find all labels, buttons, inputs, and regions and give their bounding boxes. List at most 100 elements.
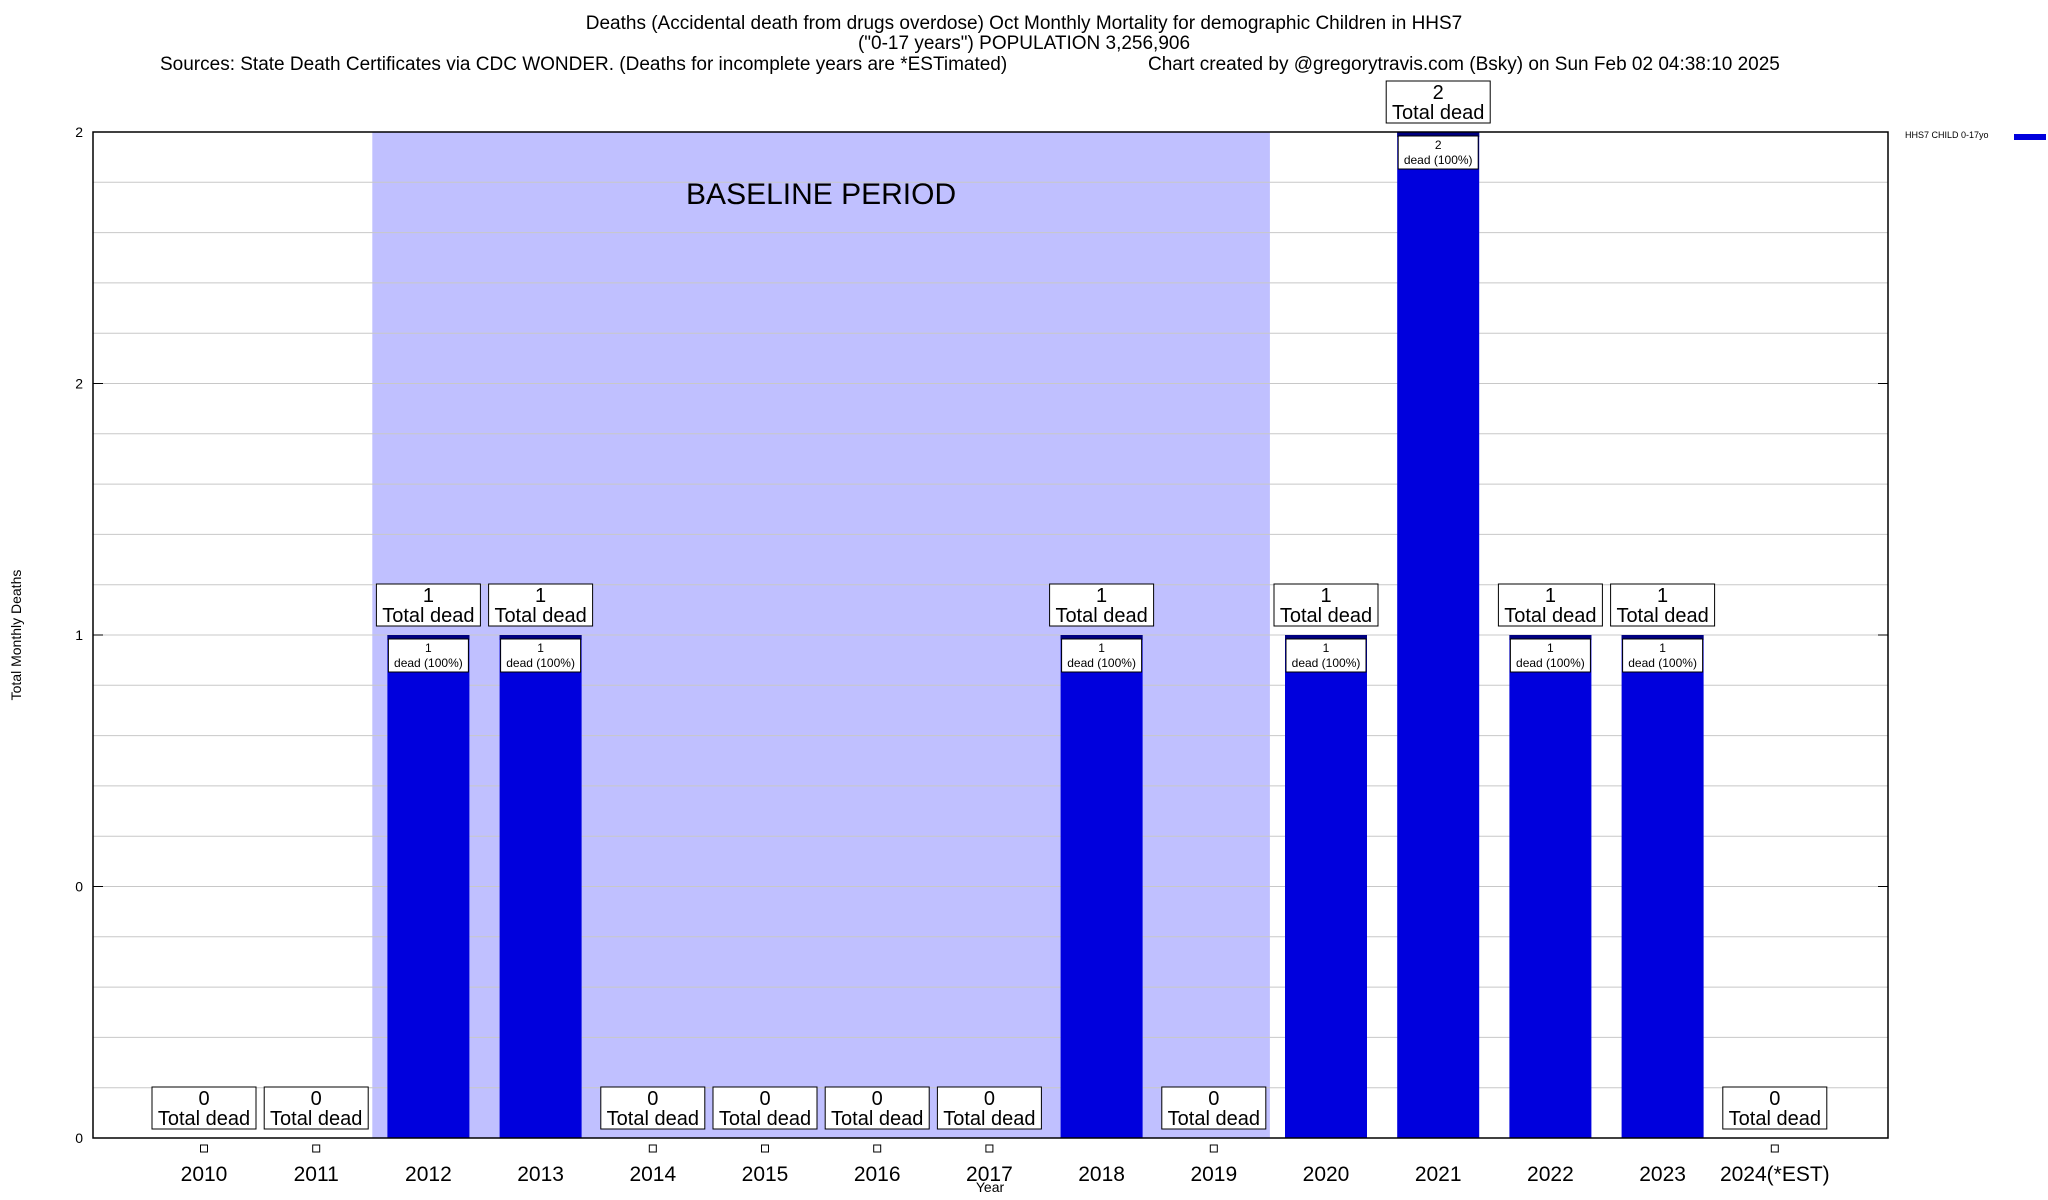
x-tick-label: 2011 bbox=[294, 1163, 339, 1186]
zero-marker-2017 bbox=[985, 1144, 994, 1153]
total-label-box-2018 bbox=[1049, 583, 1155, 627]
total-label-value-2021: 2 bbox=[1433, 82, 1444, 104]
x-tick-label: 2017 bbox=[966, 1163, 1013, 1186]
legend-label: HHS7 CHILD 0-17yo bbox=[1905, 130, 1989, 140]
total-label-box-2011 bbox=[263, 1086, 369, 1130]
total-label-box-2021 bbox=[1385, 80, 1491, 124]
total-label-value-2019: 0 bbox=[1208, 1088, 1219, 1110]
inner-label-box-2022 bbox=[1509, 638, 1591, 673]
total-label-text-2014: Total dead bbox=[607, 1108, 699, 1130]
x-tick-label: 2023 bbox=[1639, 1163, 1686, 1186]
total-label-box-2023 bbox=[1610, 583, 1716, 627]
x-tick-label: 2012 bbox=[405, 1163, 452, 1186]
x-tick-label: 2022 bbox=[1527, 1163, 1574, 1186]
x-axis-label: Year bbox=[975, 1179, 1005, 1195]
y-axis-label: Total Monthly Deaths bbox=[8, 569, 24, 701]
total-label-text-2021: Total dead bbox=[1392, 102, 1484, 124]
inner-label-text-2018: dead (100%) bbox=[1067, 656, 1136, 670]
x-tick-label: 2014 bbox=[629, 1163, 676, 1186]
total-label-value-2014: 0 bbox=[647, 1088, 658, 1110]
bar-2018 bbox=[1060, 635, 1143, 1138]
inner-label-text-2020: dead (100%) bbox=[1292, 656, 1361, 670]
y-tick-label: 0 bbox=[75, 879, 83, 895]
inner-label-value-2023: 1 bbox=[1659, 641, 1666, 655]
total-label-text-2016: Total dead bbox=[831, 1108, 923, 1130]
total-label-text-2024(*EST): Total dead bbox=[1729, 1108, 1821, 1130]
bar-top-2022 bbox=[1509, 635, 1592, 640]
total-label-box-2010 bbox=[151, 1086, 257, 1130]
inner-label-value-2020: 1 bbox=[1323, 641, 1330, 655]
x-tick-label: 2019 bbox=[1190, 1163, 1237, 1186]
x-tick-label: 2024(*EST) bbox=[1720, 1163, 1830, 1186]
total-label-text-2010: Total dead bbox=[158, 1108, 250, 1130]
bar-2023 bbox=[1621, 635, 1704, 1138]
total-label-text-2012: Total dead bbox=[382, 605, 474, 627]
bars-group bbox=[200, 132, 1779, 1153]
zero-marker-2015 bbox=[761, 1144, 769, 1153]
total-label-value-2010: 0 bbox=[198, 1088, 209, 1110]
inner-label-box-2023 bbox=[1622, 638, 1704, 673]
inner-label-value-2018: 1 bbox=[1098, 641, 1105, 655]
total-label-text-2019: Total dead bbox=[1168, 1108, 1260, 1130]
total-label-value-2015: 0 bbox=[759, 1088, 770, 1110]
x-tick-label: 2010 bbox=[181, 1163, 228, 1186]
bar-top-2023 bbox=[1621, 635, 1704, 640]
total-label-box-2013 bbox=[488, 583, 594, 627]
inner-label-text-2012: dead (100%) bbox=[394, 656, 463, 670]
total-label-value-2023: 1 bbox=[1657, 585, 1668, 607]
inner-label-box-2021 bbox=[1397, 135, 1479, 170]
zero-marker-2016 bbox=[873, 1144, 882, 1153]
total-label-value-2022: 1 bbox=[1545, 585, 1556, 607]
inner-label-value-2013: 1 bbox=[537, 641, 544, 655]
baseline-label: BASELINE PERIOD bbox=[686, 178, 956, 211]
total-label-box-2020 bbox=[1273, 583, 1379, 627]
total-label-value-2011: 0 bbox=[311, 1088, 322, 1110]
total-label-box-2012 bbox=[375, 583, 481, 627]
inner-label-value-2012: 1 bbox=[425, 641, 432, 655]
total-label-value-2020: 1 bbox=[1320, 585, 1331, 607]
y-tick-label: 1 bbox=[75, 627, 83, 643]
total-label-value-2012: 1 bbox=[423, 585, 434, 607]
total-label-box-2024(*EST) bbox=[1722, 1086, 1828, 1130]
zero-marker-2014 bbox=[648, 1144, 657, 1153]
zero-marker-2010 bbox=[200, 1144, 208, 1153]
total-label-value-2024(*EST): 0 bbox=[1769, 1088, 1780, 1110]
chart-credit: Chart created by @gregorytravis.com (Bsk… bbox=[1148, 54, 1780, 75]
total-label-text-2015: Total dead bbox=[719, 1108, 811, 1130]
total-label-text-2013: Total dead bbox=[494, 605, 586, 627]
total-label-box-2019 bbox=[1161, 1086, 1267, 1130]
bar-top-2012 bbox=[387, 635, 470, 640]
x-tick-label: 2018 bbox=[1078, 1163, 1125, 1186]
x-tick-label: 2016 bbox=[854, 1163, 901, 1186]
legend-swatch bbox=[2014, 134, 2046, 140]
chart-sources: Sources: State Death Certificates via CD… bbox=[160, 54, 1008, 75]
total-label-text-2020: Total dead bbox=[1280, 605, 1372, 627]
y-tick-label: 2 bbox=[75, 376, 83, 392]
plot-frame-group: 0 0 1 2 2 bbox=[75, 124, 1889, 1146]
total-label-text-2018: Total dead bbox=[1055, 605, 1147, 627]
total-label-box-2016 bbox=[824, 1086, 930, 1130]
x-tick-label: 2013 bbox=[517, 1163, 564, 1186]
chart-title: Deaths (Accidental death from drugs over… bbox=[0, 14, 2048, 54]
inner-label-text-2021: dead (100%) bbox=[1404, 153, 1473, 167]
total-label-text-2023: Total dead bbox=[1616, 605, 1708, 627]
inner-label-value-2021: 2 bbox=[1435, 138, 1442, 152]
bar-top-2013 bbox=[499, 635, 582, 640]
total-label-value-2016: 0 bbox=[872, 1088, 883, 1110]
bar-2020 bbox=[1285, 635, 1367, 1138]
total-label-value-2013: 1 bbox=[535, 585, 546, 607]
total-label-text-2017: Total dead bbox=[943, 1108, 1035, 1130]
x-tick-label: 2020 bbox=[1303, 1163, 1350, 1186]
zero-marker-2019 bbox=[1209, 1144, 1218, 1153]
inner-label-box-2020 bbox=[1285, 638, 1367, 673]
total-label-text-2022: Total dead bbox=[1504, 605, 1596, 627]
inner-label-box-2013 bbox=[500, 638, 582, 673]
bar-top-2021 bbox=[1397, 132, 1480, 137]
zero-marker-2011 bbox=[312, 1144, 321, 1153]
total-label-box-2022 bbox=[1497, 583, 1603, 627]
bar-2013 bbox=[499, 635, 582, 1138]
total-label-box-2015 bbox=[712, 1086, 818, 1130]
bar-top-2020 bbox=[1285, 635, 1367, 640]
